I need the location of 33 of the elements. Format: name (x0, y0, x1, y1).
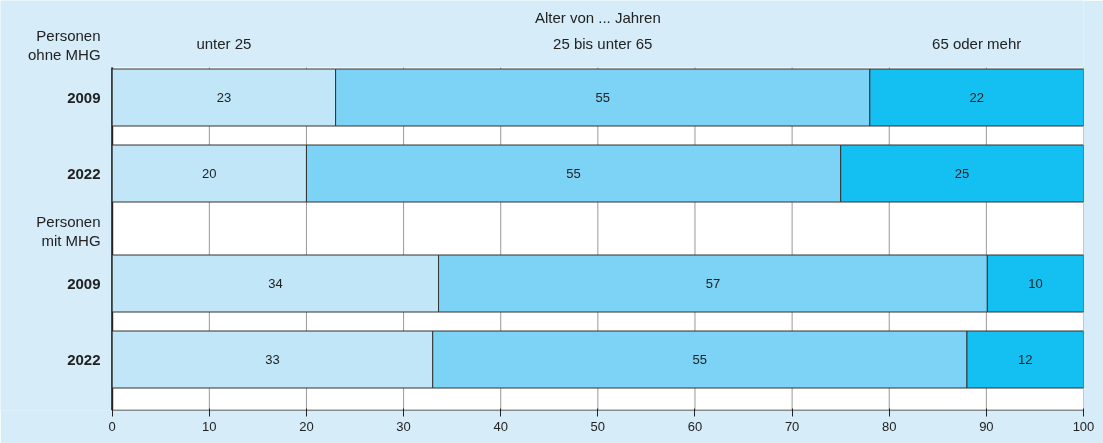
x-tick-label: 70 (784, 418, 800, 434)
y-tick-label: 2022 (67, 164, 101, 182)
x-tick-label: 20 (299, 418, 314, 434)
data-label: 57 (705, 276, 721, 291)
data-label: 55 (595, 90, 610, 105)
series-label: 65 oder mehr (932, 35, 1022, 52)
x-tick-label: 40 (493, 418, 508, 434)
x-tick-label: 10 (202, 418, 217, 434)
y-tick-label: 2009 (67, 88, 101, 106)
data-label: 10 (1028, 276, 1043, 291)
data-label: 55 (692, 352, 708, 367)
series-label: unter 25 (196, 35, 252, 52)
data-label: 33 (265, 352, 280, 367)
data-label: 12 (1017, 352, 1033, 367)
data-label: 55 (566, 166, 581, 181)
text: Personen mit MHG (36, 212, 101, 249)
y-tick-label: 2022 (67, 350, 101, 368)
data-label: 25 (954, 166, 970, 181)
data-label: 34 (268, 276, 283, 291)
x-tick-label: 30 (396, 418, 411, 434)
series-label: 25 bis unter 65 (553, 35, 653, 52)
data-label: 22 (969, 90, 984, 105)
x-tick-label: 80 (882, 418, 897, 434)
x-tick-label: 100 (1072, 418, 1095, 434)
x-tick-label: 90 (979, 418, 994, 434)
data-label: 20 (202, 166, 217, 181)
x-tick-label: 0 (108, 418, 116, 434)
x-tick-label: 50 (590, 418, 606, 434)
x-tick-label: 60 (687, 418, 703, 434)
y-tick-label: 2009 (67, 274, 101, 292)
data-label: 23 (216, 90, 232, 105)
text: Personen ohne MHG (28, 26, 101, 63)
legend-title: Alter von ... Jahren (534, 9, 661, 26)
